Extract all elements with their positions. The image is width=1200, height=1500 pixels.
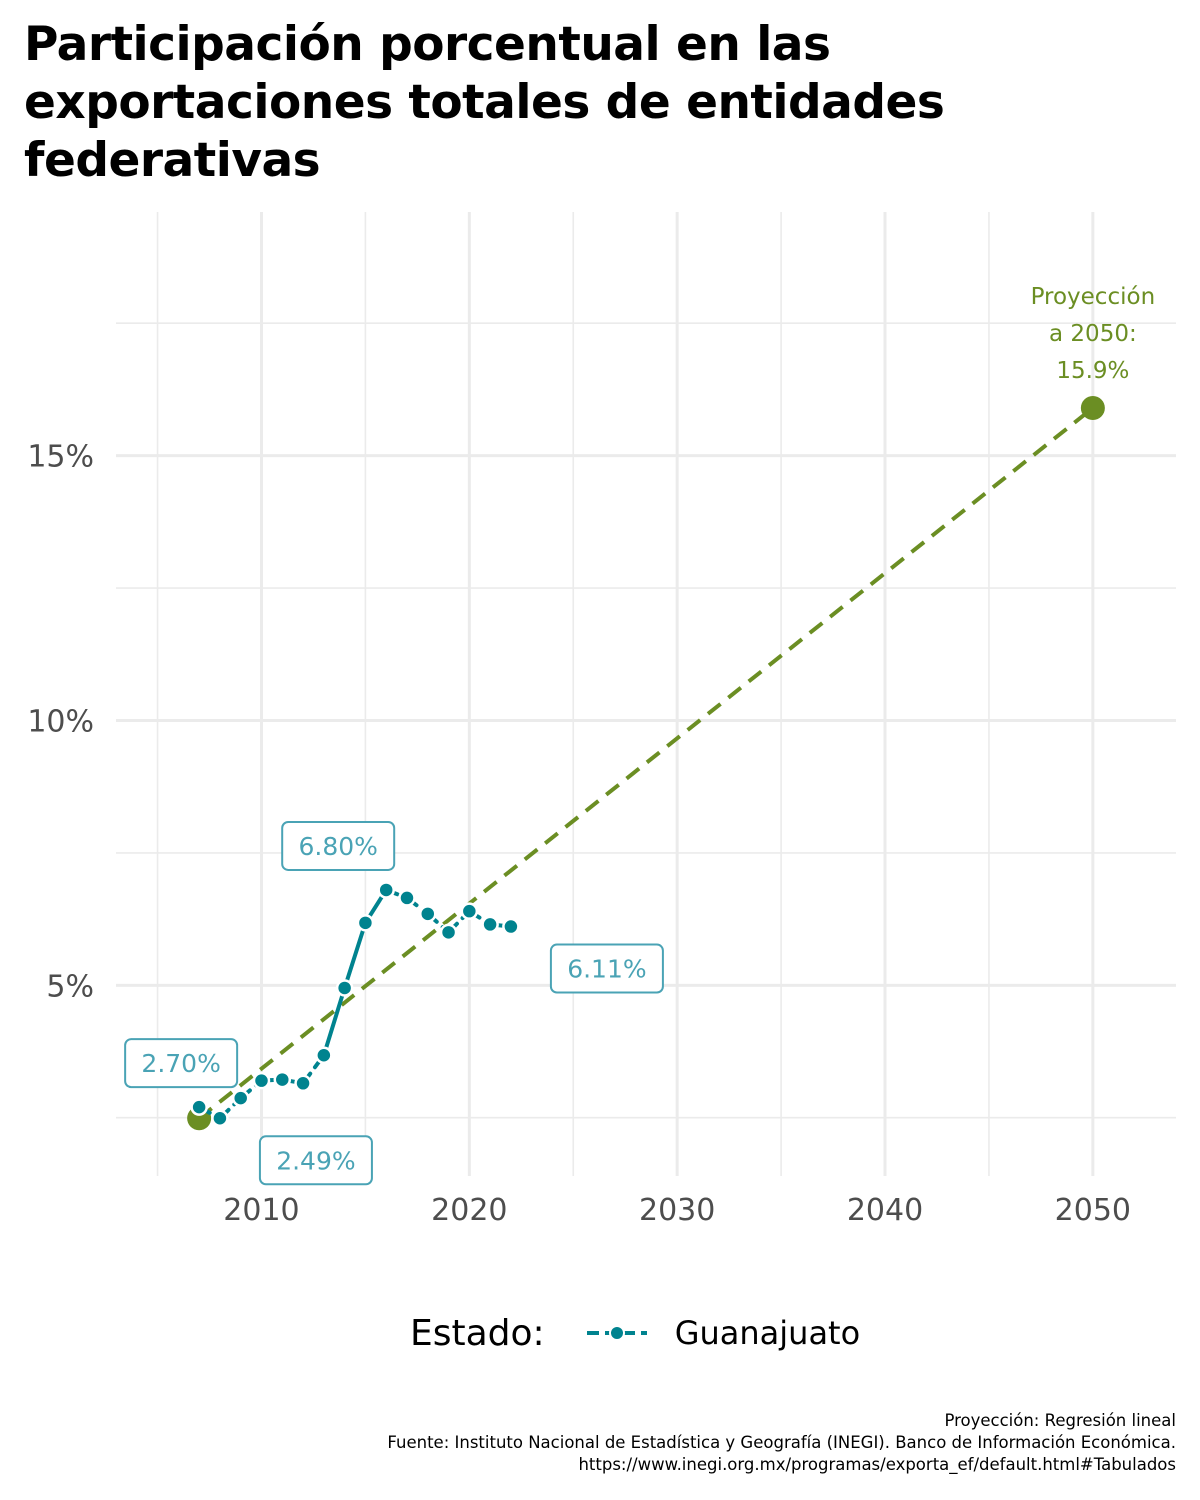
- data-point: [398, 889, 416, 907]
- data-point: [335, 979, 354, 997]
- y-tick-label: 15%: [27, 440, 94, 475]
- data-point: [356, 914, 375, 932]
- projection-label: a 2050:: [1049, 321, 1137, 347]
- annotation-label: 2.49%: [276, 1146, 355, 1175]
- caption-line-3: https://www.inegi.org.mx/programas/expor…: [578, 1455, 1176, 1474]
- y-tick-label: 5%: [46, 969, 94, 1004]
- data-point: [211, 1109, 229, 1128]
- data-point: [294, 1074, 312, 1093]
- data-point: [377, 881, 395, 899]
- data-point: [460, 902, 479, 920]
- legend-title: Estado:: [410, 1312, 545, 1354]
- annotation-box: [549, 943, 664, 994]
- data-point: [190, 1098, 208, 1116]
- legend: Estado: Guanajuato: [410, 1306, 860, 1360]
- x-tick-label: 2030: [639, 1193, 715, 1228]
- series-segment: [342, 920, 368, 990]
- annotation-box: [281, 820, 396, 871]
- annotation-label: 6.11%: [567, 955, 646, 984]
- x-tick-label: 2020: [431, 1193, 507, 1228]
- x-tick-label: 2010: [223, 1193, 299, 1228]
- projection-label: Proyección: [1031, 284, 1156, 310]
- annotation-label: 2.70%: [141, 1049, 220, 1078]
- data-point: [481, 915, 499, 934]
- data-point: [315, 1046, 333, 1064]
- annotation-label: 6.80%: [298, 832, 377, 861]
- caption-line-1: Proyección: Regresión lineal: [944, 1411, 1176, 1430]
- caption: Proyección: Regresión lineal Fuente: Ins…: [387, 1410, 1176, 1476]
- data-point: [439, 923, 458, 942]
- legend-key-guanajuato: [586, 1325, 647, 1341]
- projection-label: 15.9%: [1056, 358, 1129, 384]
- series-segment: [321, 985, 347, 1058]
- projection-end-point: [1080, 395, 1105, 420]
- data-point: [502, 917, 520, 936]
- data-point: [231, 1089, 250, 1107]
- legend-label-guanajuato: Guanajuato: [674, 1314, 861, 1352]
- chart-title: Participación porcentual en las exportac…: [24, 17, 945, 188]
- y-tick-label: 10%: [27, 704, 94, 739]
- data-point: [273, 1070, 292, 1089]
- data-point: [252, 1071, 271, 1090]
- data-point: [419, 905, 437, 923]
- annotation-box: [124, 1038, 239, 1089]
- annotation-box: [258, 1135, 373, 1186]
- caption-line-2: Fuente: Instituto Nacional de Estadístic…: [387, 1433, 1176, 1452]
- x-tick-label: 2040: [847, 1193, 923, 1228]
- projection-line: [197, 406, 1095, 1120]
- x-tick-label: 2050: [1055, 1193, 1131, 1228]
